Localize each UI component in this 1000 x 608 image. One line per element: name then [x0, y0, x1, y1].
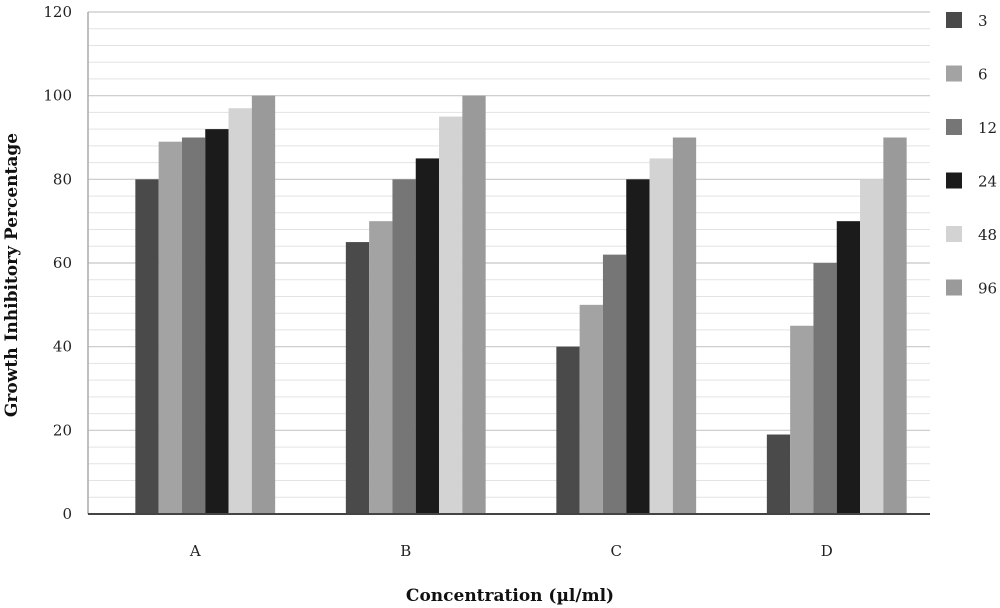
bar-A-24 [205, 129, 229, 514]
y-tick-label: 60 [53, 254, 72, 272]
bar-A-12 [181, 137, 206, 514]
legend-label: 3 [978, 12, 988, 30]
legend-label: 12 [978, 119, 997, 137]
bar-B-12 [392, 179, 416, 515]
bar-B-48 [439, 116, 463, 514]
bar-A-6 [158, 141, 182, 514]
bar-C-3 [556, 346, 580, 514]
y-axis-title: Growth Inhibitory Percentage [2, 133, 22, 417]
bar-C-6 [579, 304, 603, 514]
y-tick-label: 40 [53, 338, 72, 356]
legend-swatch [946, 65, 962, 82]
bar-B-24 [415, 158, 440, 514]
legend-swatch [946, 12, 962, 28]
bar-C-48 [649, 158, 673, 514]
legend-swatch [946, 119, 962, 135]
y-tick-label: 80 [53, 170, 72, 188]
bar-C-24 [626, 179, 650, 515]
legend-label: 24 [978, 173, 997, 191]
legend-swatch [946, 279, 962, 296]
legend-label: 48 [978, 226, 997, 244]
bar-D-48 [860, 179, 884, 515]
bar-B-96 [462, 95, 486, 515]
legend-swatch [946, 226, 962, 242]
bar-D-96 [883, 137, 907, 514]
bar-A-48 [228, 108, 252, 514]
bar-C-12 [602, 254, 627, 514]
bar-A-96 [251, 95, 276, 515]
x-tick-label: D [821, 542, 833, 560]
bar-A-3 [135, 179, 159, 515]
y-axis-ticks: 0 20 40 60 80 100 120 [43, 3, 72, 523]
bar-B-3 [345, 242, 370, 515]
legend-swatch [946, 172, 962, 189]
bar-D-12 [813, 263, 837, 514]
y-tick-label: 120 [43, 3, 72, 21]
y-tick-label: 0 [62, 505, 72, 523]
x-tick-label: C [611, 542, 622, 560]
x-axis-title: Concentration (µl/ml) [406, 586, 614, 606]
legend-label: 6 [978, 66, 988, 84]
bars [135, 95, 907, 515]
x-tick-label: B [400, 542, 411, 560]
y-tick-label: 100 [43, 87, 72, 105]
bar-D-3 [766, 434, 791, 514]
legend: 3 6 12 24 48 96 [946, 12, 997, 298]
bar-C-96 [672, 137, 697, 514]
legend-label: 96 [978, 280, 997, 298]
bar-D-24 [836, 221, 861, 514]
bar-D-6 [790, 325, 814, 514]
x-tick-label: A [189, 542, 201, 560]
bar-B-6 [369, 221, 393, 514]
x-axis-ticks: A B C D [189, 542, 833, 560]
y-tick-label: 20 [53, 421, 72, 439]
